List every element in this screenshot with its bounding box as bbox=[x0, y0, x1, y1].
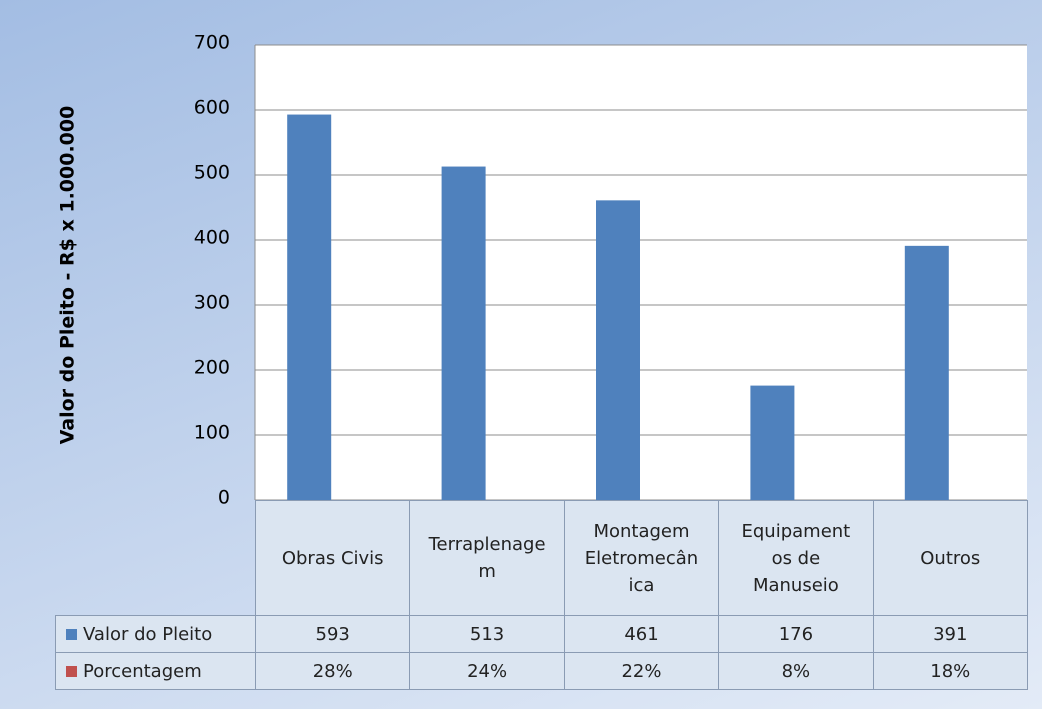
table-value: 593 bbox=[255, 615, 411, 653]
legend-cell: Valor do Pleito bbox=[55, 615, 256, 653]
legend-key bbox=[66, 628, 77, 640]
category-cell: Terraplenagem bbox=[409, 500, 565, 616]
table-value: 22% bbox=[563, 652, 720, 690]
bar bbox=[287, 114, 332, 501]
category-cell: Obras Civis bbox=[255, 500, 411, 616]
legend-label: Valor do Pleito bbox=[83, 623, 213, 645]
table-value: 391 bbox=[872, 615, 1028, 653]
y-tick-label: 600 bbox=[194, 97, 230, 119]
y-tick-label: 100 bbox=[194, 422, 230, 444]
bar bbox=[596, 200, 640, 500]
table-value: 8% bbox=[718, 652, 874, 690]
y-tick-label: 400 bbox=[194, 227, 230, 249]
category-cell: Equipamentos de Manuseio bbox=[718, 500, 874, 616]
table-value: 18% bbox=[872, 652, 1028, 690]
legend-key bbox=[66, 665, 77, 677]
category-cell: Outros bbox=[872, 500, 1028, 616]
bar bbox=[441, 166, 486, 501]
table-value: 28% bbox=[255, 652, 411, 690]
category-cell: Montagem Eletromecânica bbox=[563, 500, 720, 616]
legend-label: Porcentagem bbox=[83, 660, 202, 682]
table-value: 176 bbox=[718, 615, 874, 653]
y-tick-label: 200 bbox=[194, 357, 230, 379]
table-value: 24% bbox=[409, 652, 565, 690]
bar bbox=[750, 385, 795, 500]
plot-area bbox=[255, 45, 1027, 500]
bar bbox=[904, 245, 949, 500]
y-tick-label: 0 bbox=[218, 487, 230, 509]
y-tick-label: 500 bbox=[194, 162, 230, 184]
y-tick-label: 300 bbox=[194, 292, 230, 314]
y-tick-label: 700 bbox=[194, 32, 230, 54]
y-axis-label: Valor do Pleito - R$ x 1.000.000 bbox=[57, 106, 79, 445]
table-value: 513 bbox=[409, 615, 565, 653]
table-value: 461 bbox=[563, 615, 720, 653]
legend-cell: Porcentagem bbox=[55, 652, 256, 690]
